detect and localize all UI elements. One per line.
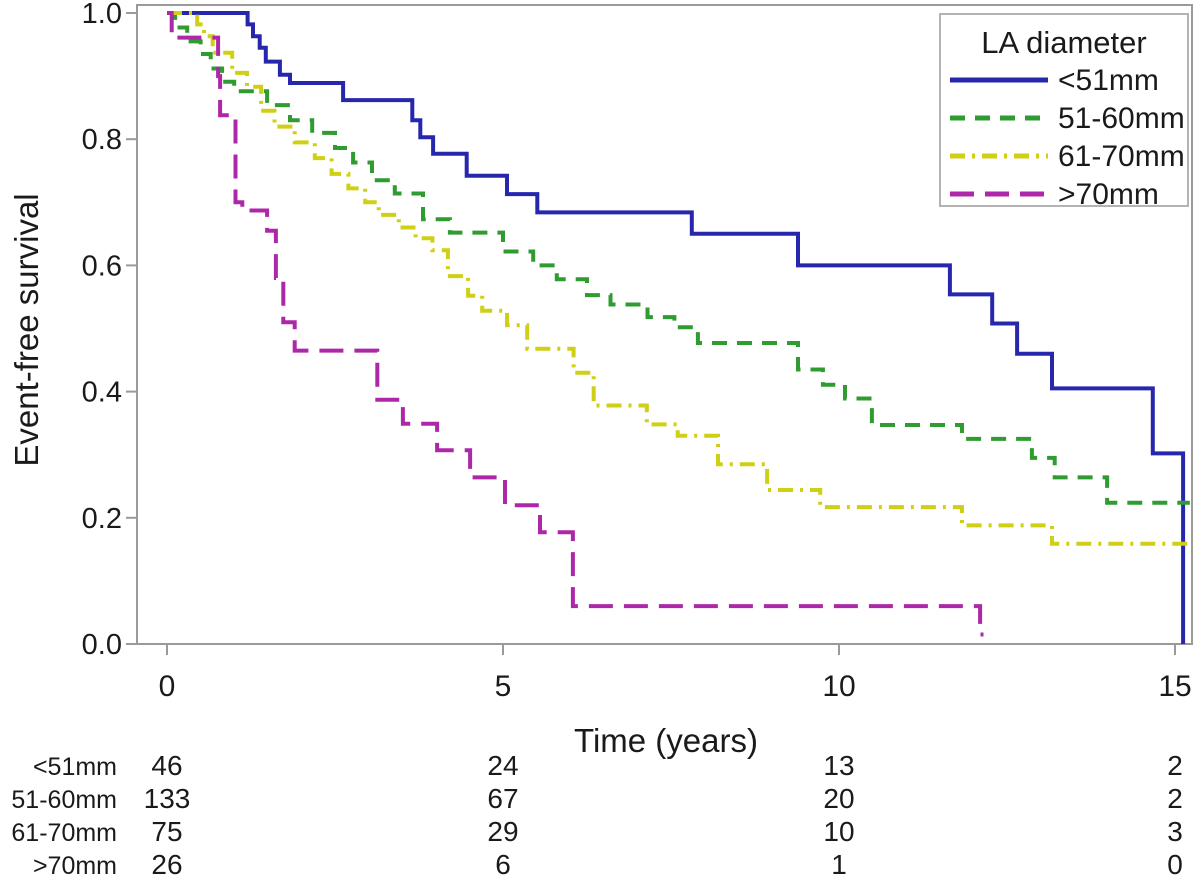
risk-count: 26 — [151, 849, 182, 880]
risk-count: 6 — [495, 849, 511, 880]
risk-count: 75 — [151, 816, 182, 847]
plot-frame-rect — [136, 4, 1193, 645]
x-axis-ticks: 0 5 10 15 — [159, 644, 1192, 703]
y-axis-title: Event-free survival — [8, 193, 45, 466]
risk-row-label: 61-70mm — [11, 819, 117, 847]
legend-item-label: <51mm — [1058, 64, 1159, 97]
risk-count: 13 — [823, 750, 854, 781]
x-tick-label: 10 — [822, 670, 855, 703]
risk-count: 0 — [1167, 849, 1183, 880]
y-tick-label: 0.2 — [82, 503, 122, 535]
km-curve-61-70mm — [167, 11, 1190, 546]
y-axis-ticks: 0.0 0.2 0.4 0.6 0.8 1.0 — [82, 0, 137, 661]
x-tick-label: 0 — [159, 670, 176, 703]
risk-count: 67 — [487, 783, 518, 814]
x-axis-title: Time (years) — [574, 722, 758, 759]
x-tick-label: 5 — [495, 670, 512, 703]
legend-title: LA diameter — [981, 25, 1146, 60]
risk-count: 20 — [823, 783, 854, 814]
legend-item-label: >70mm — [1058, 178, 1159, 211]
legend-item-label: 61-70mm — [1058, 140, 1185, 173]
risk-row-label: >70mm — [33, 852, 117, 880]
y-tick-label: 1.0 — [82, 0, 122, 30]
legend-item-label: 51-60mm — [1058, 102, 1185, 135]
y-tick-label: 0.8 — [82, 124, 122, 156]
risk-count: 29 — [487, 816, 518, 847]
y-tick-label: 0.0 — [82, 629, 122, 661]
risk-count: 1 — [831, 849, 847, 880]
risk-count: 3 — [1167, 816, 1183, 847]
risk-count: 133 — [144, 783, 191, 814]
risk-count: 2 — [1167, 750, 1183, 781]
plot-frame — [136, 4, 1193, 645]
legend: LA diameter <51mm 51-60mm 61-70mm >70mm — [939, 13, 1189, 211]
km-curve-51-60mm — [167, 11, 1190, 505]
number-at-risk-table: <51mm 46 24 13 251-60mm 133 67 20 261-70mm 75 29 10… — [11, 750, 1182, 880]
risk-count: 46 — [151, 750, 182, 781]
risk-count: 10 — [823, 816, 854, 847]
risk-row-label: <51mm — [33, 753, 117, 781]
risk-row-label: 51-60mm — [11, 786, 117, 814]
y-tick-label: 0.4 — [82, 377, 122, 409]
y-tick-label: 0.6 — [82, 250, 122, 282]
survival-curves — [167, 11, 1190, 644]
risk-count: 2 — [1167, 783, 1183, 814]
km-curve-lt51mm — [167, 11, 1186, 644]
km-curve-gt70mm — [167, 11, 984, 637]
risk-count: 24 — [487, 750, 518, 781]
legend-box — [939, 13, 1189, 207]
x-tick-label: 15 — [1158, 670, 1191, 703]
